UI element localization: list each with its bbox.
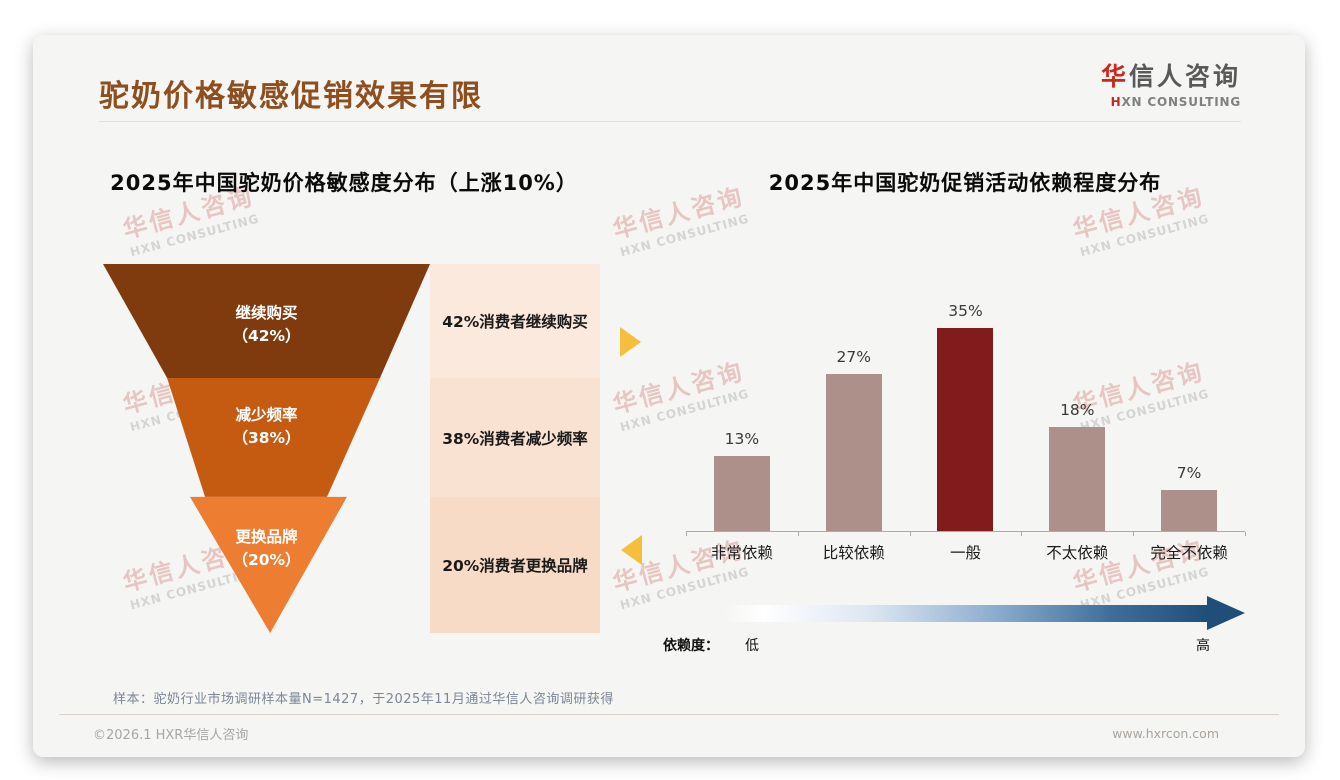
- bar-slot: 7%: [1133, 299, 1245, 531]
- footer-divider: [59, 714, 1279, 715]
- company-logo: 华信人咨询 HXN CONSULTING: [1101, 57, 1241, 109]
- title-divider: [99, 121, 1241, 122]
- category-label: 不太依赖: [1046, 544, 1109, 562]
- annotation-row: 38%消费者减少频率: [430, 378, 600, 497]
- website-url: www.hxrcon.com: [1112, 726, 1219, 741]
- x-axis: [686, 531, 1246, 536]
- bar-chart-plot: 13% 27% 35% 18% 7%: [686, 299, 1245, 531]
- bar-fairly-dependent: [825, 374, 882, 531]
- bar-value-label: 35%: [948, 302, 983, 320]
- bar-slot: 13%: [686, 299, 798, 531]
- category-label: 比较依赖: [822, 544, 885, 562]
- bar-value-label: 13%: [724, 429, 760, 448]
- bar-very-dependent: [713, 455, 770, 531]
- dependency-gradient-arrowhead-icon: [1207, 596, 1245, 630]
- bar-not-dependent: [1161, 490, 1218, 531]
- dependency-label: 依赖度：: [663, 638, 719, 654]
- bar-slot: 35%: [910, 299, 1022, 531]
- funnel-chart-title: 2025年中国驼奶价格敏感度分布（上涨10%）: [110, 171, 578, 195]
- funnel-segment-label: 减少频率 （38%）: [232, 406, 301, 448]
- dependency-high-label: 高: [1196, 638, 1210, 654]
- bar-slot: 27%: [798, 299, 910, 531]
- sample-footnote: 样本：驼奶行业市场调研样本量N=1427，于2025年11月通过华信人咨询调研获…: [113, 692, 614, 707]
- bar-neutral-highlight: [937, 328, 994, 531]
- slide-card: 华信人咨询 HXN CONSULTING 华信人咨询 HXN CONSULTING …: [33, 35, 1305, 757]
- category-label: 完全不依赖: [1150, 544, 1228, 562]
- bar-value-label: 7%: [1176, 464, 1202, 483]
- page-title: 驼奶价格敏感促销效果有限: [99, 79, 483, 114]
- bar-value-label: 18%: [1060, 400, 1095, 419]
- dependency-gradient-bar: [725, 605, 1209, 622]
- funnel-annotations: 42%消费者继续购买 38%消费者减少频率 20%消费者更换品牌: [430, 264, 600, 633]
- dependency-low-label: 低: [745, 638, 759, 654]
- funnel-chart: 继续购买 （42%） 减少频率 （38%） 更换品牌 （20%）: [103, 264, 430, 633]
- category-label: 非常依赖: [710, 544, 773, 562]
- funnel-segment-label: 更换品牌 （20%）: [232, 528, 301, 570]
- logo-chinese: 华信人咨询: [1100, 62, 1241, 91]
- funnel-segment-continue: [103, 264, 430, 379]
- annotation-row: 42%消费者继续购买: [430, 264, 600, 378]
- logo-english: HXN CONSULTING: [1110, 95, 1241, 109]
- bar-less-dependent: [1049, 426, 1106, 531]
- copyright-text: ©2026.1 HXR华信人咨询: [93, 728, 249, 743]
- arrow-left-icon: [621, 535, 642, 565]
- x-axis-labels: 非常依赖 比较依赖 一般 不太依赖 完全不依赖: [686, 541, 1245, 563]
- bar-slot: 18%: [1021, 299, 1133, 531]
- annotation-row: 20%消费者更换品牌: [430, 497, 600, 633]
- category-label: 一般: [949, 544, 981, 562]
- bar-chart-title: 2025年中国驼奶促销活动依赖程度分布: [768, 171, 1162, 195]
- funnel-segment-label: 继续购买 （42%）: [232, 304, 301, 346]
- bar-value-label: 27%: [836, 348, 871, 367]
- arrow-right-icon: [620, 327, 641, 357]
